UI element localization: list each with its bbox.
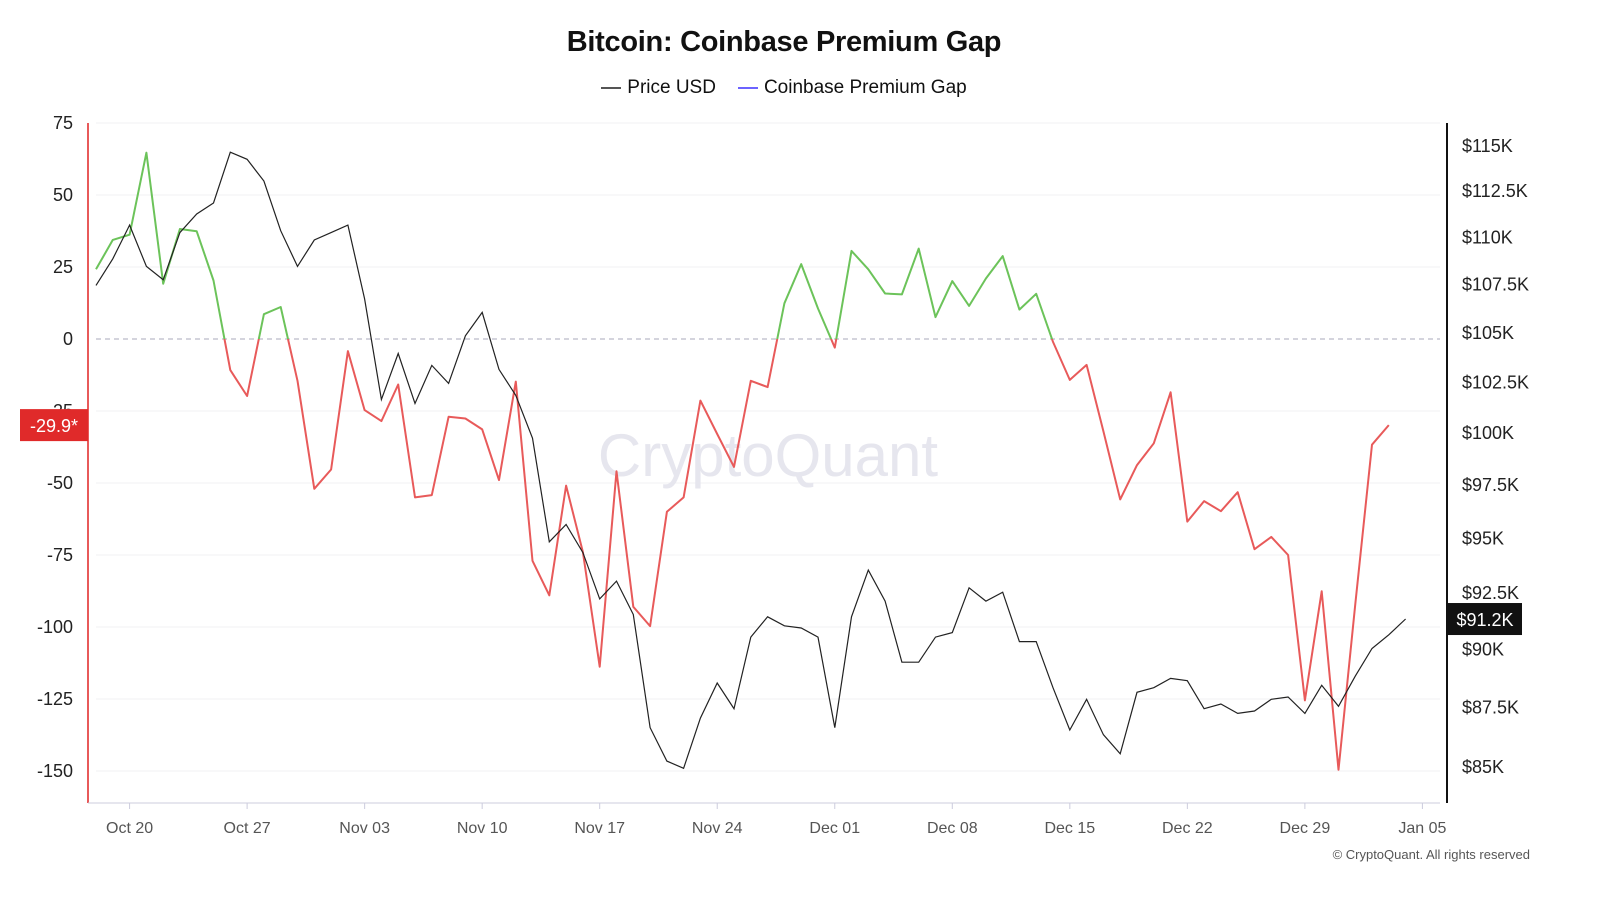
chart-title: Bitcoin: Coinbase Premium Gap [566,26,1002,58]
x-tick-label: Nov 24 [692,820,743,837]
x-tick-label: Dec 22 [1162,820,1213,837]
x-tick-label: Dec 01 [809,820,860,837]
copyright: © CryptoQuant. All rights reserved [1332,847,1530,862]
left-tick-label: -50 [47,473,73,493]
x-tick-label: Nov 03 [339,820,390,837]
legend-item-premium[interactable]: Coinbase Premium Gap [737,77,967,99]
watermark: CryptoQuant [598,422,938,489]
x-tick-label: Oct 20 [106,820,153,837]
right-tick-label: $92.5K [1462,583,1519,603]
left-tick-label: -125 [37,689,73,709]
left-tick-label: 0 [63,329,73,349]
premium-line-negative [223,339,1390,771]
left-tick-label: 50 [53,185,73,205]
right-tick-label: $87.5K [1462,697,1519,717]
legend-label: Coinbase Premium Gap [763,77,967,98]
legend-swatch-premium [737,87,758,89]
right-tick-label: $102.5K [1462,372,1529,392]
x-tick-label: Dec 08 [927,820,978,837]
right-tick-label: $90K [1462,639,1504,659]
x-tick-label: Oct 27 [224,820,271,837]
premium-last-value-badge [20,409,88,442]
price-last-value: $91.2K [1456,610,1513,630]
right-tick-label: $97.5K [1462,475,1519,495]
premium-last-value: -29.9* [30,416,78,436]
right-tick-label: $110K [1462,227,1513,247]
right-tick-label: $105K [1462,323,1514,343]
legend-swatch-price [601,87,622,89]
left-tick-label: -150 [37,761,73,781]
left-tick-label: -100 [37,617,73,637]
x-tick-label: Dec 29 [1280,820,1331,837]
x-tick-label: Nov 17 [574,820,625,837]
legend-label: Price USD [627,77,716,98]
x-tick-label: Nov 10 [457,820,508,837]
left-tick-label: 75 [53,113,73,133]
price-last-value-badge [1448,603,1522,636]
right-tick-label: $115K [1462,136,1513,156]
left-tick-label: -75 [47,545,73,565]
price-line [95,151,1407,770]
legend-item-price[interactable]: Price USD [601,77,716,99]
right-tick-label: $107.5K [1462,275,1529,295]
legend: Price USD Coinbase Premium Gap [0,77,1568,99]
x-tick-label: Jan 05 [1398,820,1446,837]
x-tick-label: Dec 15 [1044,820,1095,837]
right-tick-label: $95K [1462,528,1504,548]
left-tick-label: 25 [53,257,73,277]
right-tick-label: $112.5K [1462,181,1528,201]
right-tick-label: $85K [1462,757,1504,777]
right-tick-label: $100K [1462,423,1514,443]
